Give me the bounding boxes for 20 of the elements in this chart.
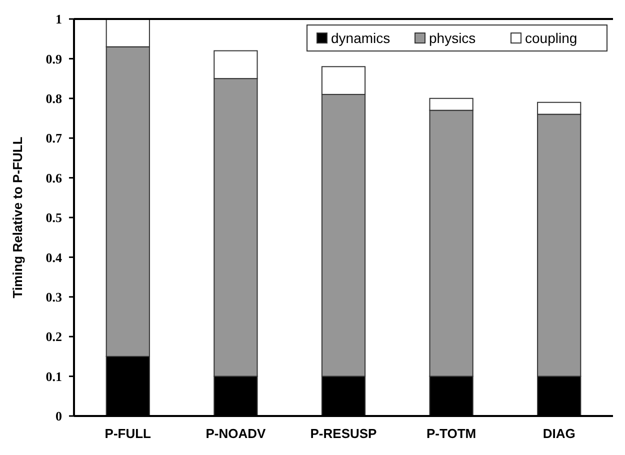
x-tick-label: P-RESUSP xyxy=(310,426,378,441)
y-tick-label: 1 xyxy=(56,12,62,27)
y-axis-title: Timing Relative to P-FULL xyxy=(10,136,25,298)
y-tick-label: 0.2 xyxy=(46,329,62,344)
legend-label: coupling xyxy=(525,30,578,46)
y-tick-label: 0.5 xyxy=(46,210,62,226)
x-tick-label: P-TOTM xyxy=(426,426,476,441)
legend-label: physics xyxy=(429,30,476,46)
y-tick-label: 0.1 xyxy=(46,368,62,384)
x-tick-label: P-NOADV xyxy=(206,426,266,441)
y-tick-label: 0.6 xyxy=(46,170,62,186)
y-tick-label: 0.3 xyxy=(46,289,62,304)
legend-label: dynamics xyxy=(331,30,390,46)
y-tick-label: 0.4 xyxy=(46,250,62,265)
y-tick-label: 0.7 xyxy=(46,130,62,146)
x-tick-label: P-FULL xyxy=(104,426,152,441)
y-tick-label: 0.9 xyxy=(46,51,62,66)
y-tick-label: 0 xyxy=(56,408,62,424)
x-tick-label: DIAG xyxy=(542,426,576,441)
y-tick-label: 0.8 xyxy=(46,90,62,106)
